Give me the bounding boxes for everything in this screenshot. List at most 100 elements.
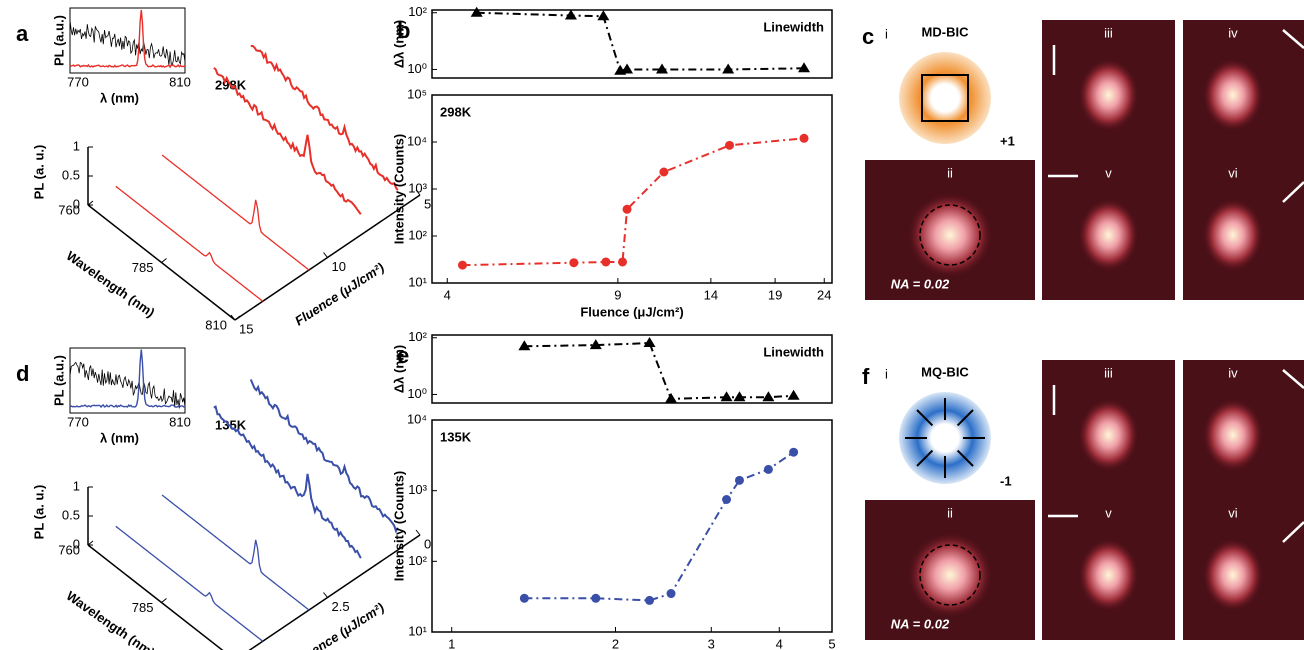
sub-label: ii — [947, 165, 953, 180]
x-tick-label: 3 — [708, 636, 715, 650]
x-tick-label: 14 — [704, 287, 718, 302]
data-point — [762, 391, 774, 401]
sub-label: i — [885, 366, 888, 381]
z-tick-label: 10 — [332, 259, 346, 274]
image-spot — [1079, 539, 1139, 611]
inset-x-tick-label: 770 — [67, 74, 89, 89]
image-spot — [1079, 199, 1139, 271]
annotation: 135K — [440, 429, 472, 444]
data-point — [722, 495, 731, 504]
z-tick — [324, 593, 328, 598]
x-tick-label: 5 — [828, 636, 835, 650]
data-point — [621, 63, 633, 73]
panel-label: c — [862, 24, 874, 49]
y-tick-label: 10² — [408, 4, 427, 19]
inset-x-tick-label: 810 — [169, 414, 191, 429]
z-tick — [416, 530, 420, 535]
sub-label: iv — [1228, 365, 1238, 380]
sub-label: vi — [1228, 505, 1238, 520]
x-tick-label: 1 — [448, 636, 455, 650]
x-axis-label: Fluence (μJ/cm²) — [580, 304, 683, 319]
y-axis-label: Intensity (Counts) — [391, 471, 406, 582]
y-tick-label: 10² — [408, 227, 427, 242]
image-spot — [1203, 539, 1263, 611]
z-tick-label: 2.5 — [332, 599, 350, 614]
data-point — [764, 465, 773, 474]
data-point — [623, 205, 632, 214]
data-point — [798, 62, 810, 72]
y-tick-label: 10⁴ — [407, 411, 427, 426]
panel-label: d — [16, 361, 29, 386]
sub-label: iii — [1104, 365, 1113, 380]
x-tick-label: 760 — [58, 542, 80, 557]
data-point — [597, 10, 609, 20]
mode-ring — [899, 52, 991, 144]
data-point — [800, 134, 809, 143]
spectrum — [214, 68, 361, 214]
y-tick-label: 10³ — [408, 482, 427, 497]
inset-frame — [70, 348, 185, 413]
x-tick-label: 24 — [817, 287, 831, 302]
y-tick-label: 10² — [408, 329, 427, 344]
inset-x-tick-label: 770 — [67, 414, 89, 429]
data-point — [659, 167, 668, 176]
wavelength-label: Wavelength (nm) — [64, 248, 158, 320]
inset-x-label: λ (nm) — [100, 90, 139, 105]
data-point — [735, 476, 744, 485]
y-tick-label: 10⁰ — [407, 386, 427, 401]
inset-y-label: PL (a.u.) — [51, 15, 66, 66]
data-point — [458, 261, 467, 270]
sub-label: v — [1105, 505, 1112, 520]
y-tick-label: 1 — [73, 138, 80, 153]
data-point — [788, 390, 800, 400]
sub-label: i — [885, 26, 888, 41]
data-point — [645, 596, 654, 605]
spectrum — [251, 46, 398, 190]
annotation: 298K — [440, 104, 472, 119]
charge-label: +1 — [1000, 133, 1015, 148]
panel-label: f — [862, 364, 870, 389]
z-tick-label: 0 — [424, 536, 431, 551]
charge-label: -1 — [1000, 473, 1012, 488]
x-tick-label: 810 — [205, 317, 227, 332]
z-tick-label: 5 — [424, 196, 431, 211]
y-tick-label: 0.5 — [62, 167, 80, 182]
data-point — [601, 257, 610, 266]
image-spot — [1079, 399, 1139, 471]
inset-x-tick-label: 810 — [169, 74, 191, 89]
z-tick — [324, 253, 328, 258]
annotation: Linewidth — [763, 19, 824, 34]
y-tick-label: 10¹ — [408, 623, 427, 638]
panel-label: a — [16, 21, 29, 46]
data-point — [591, 594, 600, 603]
figure: 00.5176078581015105PL (a. u.)Wavelength … — [0, 0, 1304, 650]
na-label: NA = 0.02 — [891, 616, 950, 631]
image-spot — [1203, 199, 1263, 271]
x-tick-label: 2 — [612, 636, 619, 650]
x-tick — [162, 599, 167, 603]
wavelength-label: Wavelength (nm) — [64, 588, 158, 650]
plot-frame — [432, 420, 832, 632]
y-axis-label: Intensity (Counts) — [391, 134, 406, 245]
image-spot — [1203, 59, 1263, 131]
panel-label: e — [397, 343, 409, 368]
x-tick-label: 760 — [58, 202, 80, 217]
z-axis-label: PL (a. u.) — [31, 145, 46, 200]
y-tick-label: 10⁴ — [407, 133, 427, 148]
y-tick-label: 10³ — [408, 180, 427, 195]
x-tick-label: 19 — [768, 287, 782, 302]
y-tick-label: 10⁵ — [407, 86, 427, 101]
x-tick-label: 4 — [776, 636, 783, 650]
data-point — [725, 141, 734, 150]
plot-frame — [432, 95, 832, 283]
x-tick-label: 785 — [132, 260, 154, 275]
image-spot — [1079, 59, 1139, 131]
inset-frame — [70, 8, 185, 73]
data-line — [524, 452, 793, 600]
y-tick-label: 1 — [73, 478, 80, 493]
data-line — [462, 138, 804, 265]
z-axis-label: PL (a. u.) — [31, 485, 46, 540]
y-tick-label: 10⁰ — [407, 61, 427, 76]
inset-x-label: λ (nm) — [100, 430, 139, 445]
data-line — [477, 13, 804, 71]
